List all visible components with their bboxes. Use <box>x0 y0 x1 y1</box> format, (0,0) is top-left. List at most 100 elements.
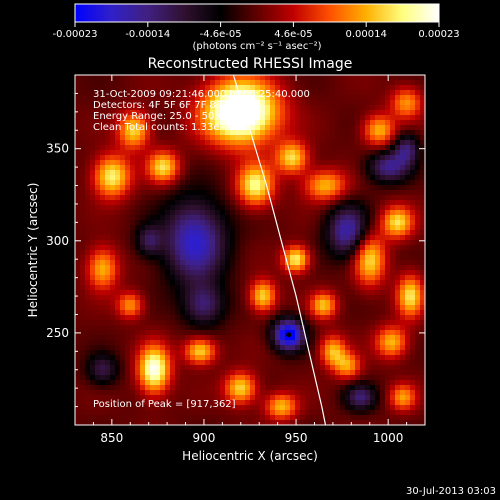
heatmap-cell <box>145 380 151 386</box>
heatmap-cell <box>355 200 361 206</box>
heatmap-cell <box>395 75 401 81</box>
heatmap-cell <box>90 410 96 416</box>
heatmap-cell <box>420 170 425 176</box>
heatmap-cell <box>315 410 321 416</box>
heatmap-cell <box>90 110 96 116</box>
heatmap-cell <box>90 415 96 421</box>
heatmap-cell <box>335 130 341 136</box>
heatmap-cell <box>100 175 106 181</box>
heatmap-cell <box>160 255 166 261</box>
heatmap-cell <box>235 120 241 126</box>
heatmap-cell <box>290 80 296 86</box>
heatmap-cell <box>265 135 271 141</box>
heatmap-cell <box>405 215 411 221</box>
heatmap-cell <box>85 245 91 251</box>
heatmap-cell <box>140 400 146 406</box>
heatmap-cell <box>265 245 271 251</box>
heatmap-cell <box>80 145 86 151</box>
heatmap-cell <box>395 410 401 416</box>
heatmap-cell <box>160 410 166 416</box>
heatmap-cell <box>390 125 396 131</box>
heatmap-cell <box>125 145 131 151</box>
heatmap-cell <box>305 165 311 171</box>
heatmap-cell <box>405 175 411 181</box>
heatmap-cell <box>420 415 425 421</box>
heatmap-cell <box>80 250 86 256</box>
heatmap-cell <box>220 245 226 251</box>
heatmap-cell <box>150 355 156 361</box>
heatmap-cell <box>325 160 331 166</box>
heatmap-cell <box>205 390 211 396</box>
heatmap-cell <box>290 275 296 281</box>
heatmap-cell <box>205 270 211 276</box>
heatmap-cell <box>330 305 336 311</box>
heatmap-cell <box>305 115 311 121</box>
heatmap-cell <box>330 310 336 316</box>
heatmap-cell <box>150 270 156 276</box>
heatmap-cell <box>275 275 281 281</box>
heatmap-cell <box>395 180 401 186</box>
heatmap-cell <box>325 215 331 221</box>
heatmap-cell <box>415 225 421 231</box>
heatmap-cell <box>320 415 326 421</box>
heatmap-cell <box>215 105 221 111</box>
heatmap-cell <box>415 235 421 241</box>
heatmap-cell <box>330 205 336 211</box>
heatmap-cell <box>155 100 161 106</box>
heatmap-cell <box>280 200 286 206</box>
heatmap-cell <box>275 165 281 171</box>
heatmap-cell <box>395 400 401 406</box>
heatmap-cell <box>190 85 196 91</box>
heatmap-cell <box>75 415 81 421</box>
heatmap-cell <box>400 400 406 406</box>
heatmap-cell <box>310 310 316 316</box>
heatmap-cell <box>375 275 381 281</box>
heatmap-cell <box>175 420 181 425</box>
heatmap-cell <box>310 120 316 126</box>
heatmap-cell <box>210 120 216 126</box>
heatmap-cell <box>355 240 361 246</box>
heatmap-cell <box>135 250 141 256</box>
heatmap-cell <box>385 300 391 306</box>
heatmap-cell <box>305 190 311 196</box>
heatmap-cell <box>380 315 386 321</box>
heatmap-cell <box>205 375 211 381</box>
heatmap-cell <box>415 110 421 116</box>
heatmap-cell <box>130 180 136 186</box>
heatmap-cell <box>355 310 361 316</box>
heatmap-cell <box>100 155 106 161</box>
heatmap-cell <box>335 365 341 371</box>
heatmap-cell <box>400 395 406 401</box>
heatmap-cell <box>225 240 231 246</box>
heatmap-cell <box>320 240 326 246</box>
heatmap-cell <box>305 375 311 381</box>
heatmap-cell <box>295 190 301 196</box>
heatmap-cell <box>415 390 421 396</box>
heatmap-cell <box>255 90 261 96</box>
heatmap-cell <box>405 155 411 161</box>
heatmap-cell <box>285 75 291 81</box>
heatmap-cell <box>380 345 386 351</box>
heatmap-cell <box>255 225 261 231</box>
heatmap-cell <box>150 260 156 266</box>
heatmap-cell <box>120 125 126 131</box>
heatmap-cell <box>350 410 356 416</box>
heatmap-cell <box>355 75 361 81</box>
heatmap-cell <box>415 295 421 301</box>
heatmap-cell <box>245 320 251 326</box>
heatmap-cell <box>395 175 401 181</box>
heatmap-cell <box>100 215 106 221</box>
heatmap-cell <box>400 240 406 246</box>
heatmap-cell <box>335 405 341 411</box>
heatmap-cell <box>385 95 391 101</box>
heatmap-cell <box>80 260 86 266</box>
heatmap-cell <box>90 150 96 156</box>
heatmap-cell <box>345 405 351 411</box>
heatmap-cell <box>245 375 251 381</box>
heatmap-cell <box>185 350 191 356</box>
heatmap-cell <box>370 400 376 406</box>
heatmap-cell <box>370 415 376 421</box>
heatmap-cell <box>110 120 116 126</box>
heatmap-cell <box>280 155 286 161</box>
heatmap-cell <box>150 85 156 91</box>
